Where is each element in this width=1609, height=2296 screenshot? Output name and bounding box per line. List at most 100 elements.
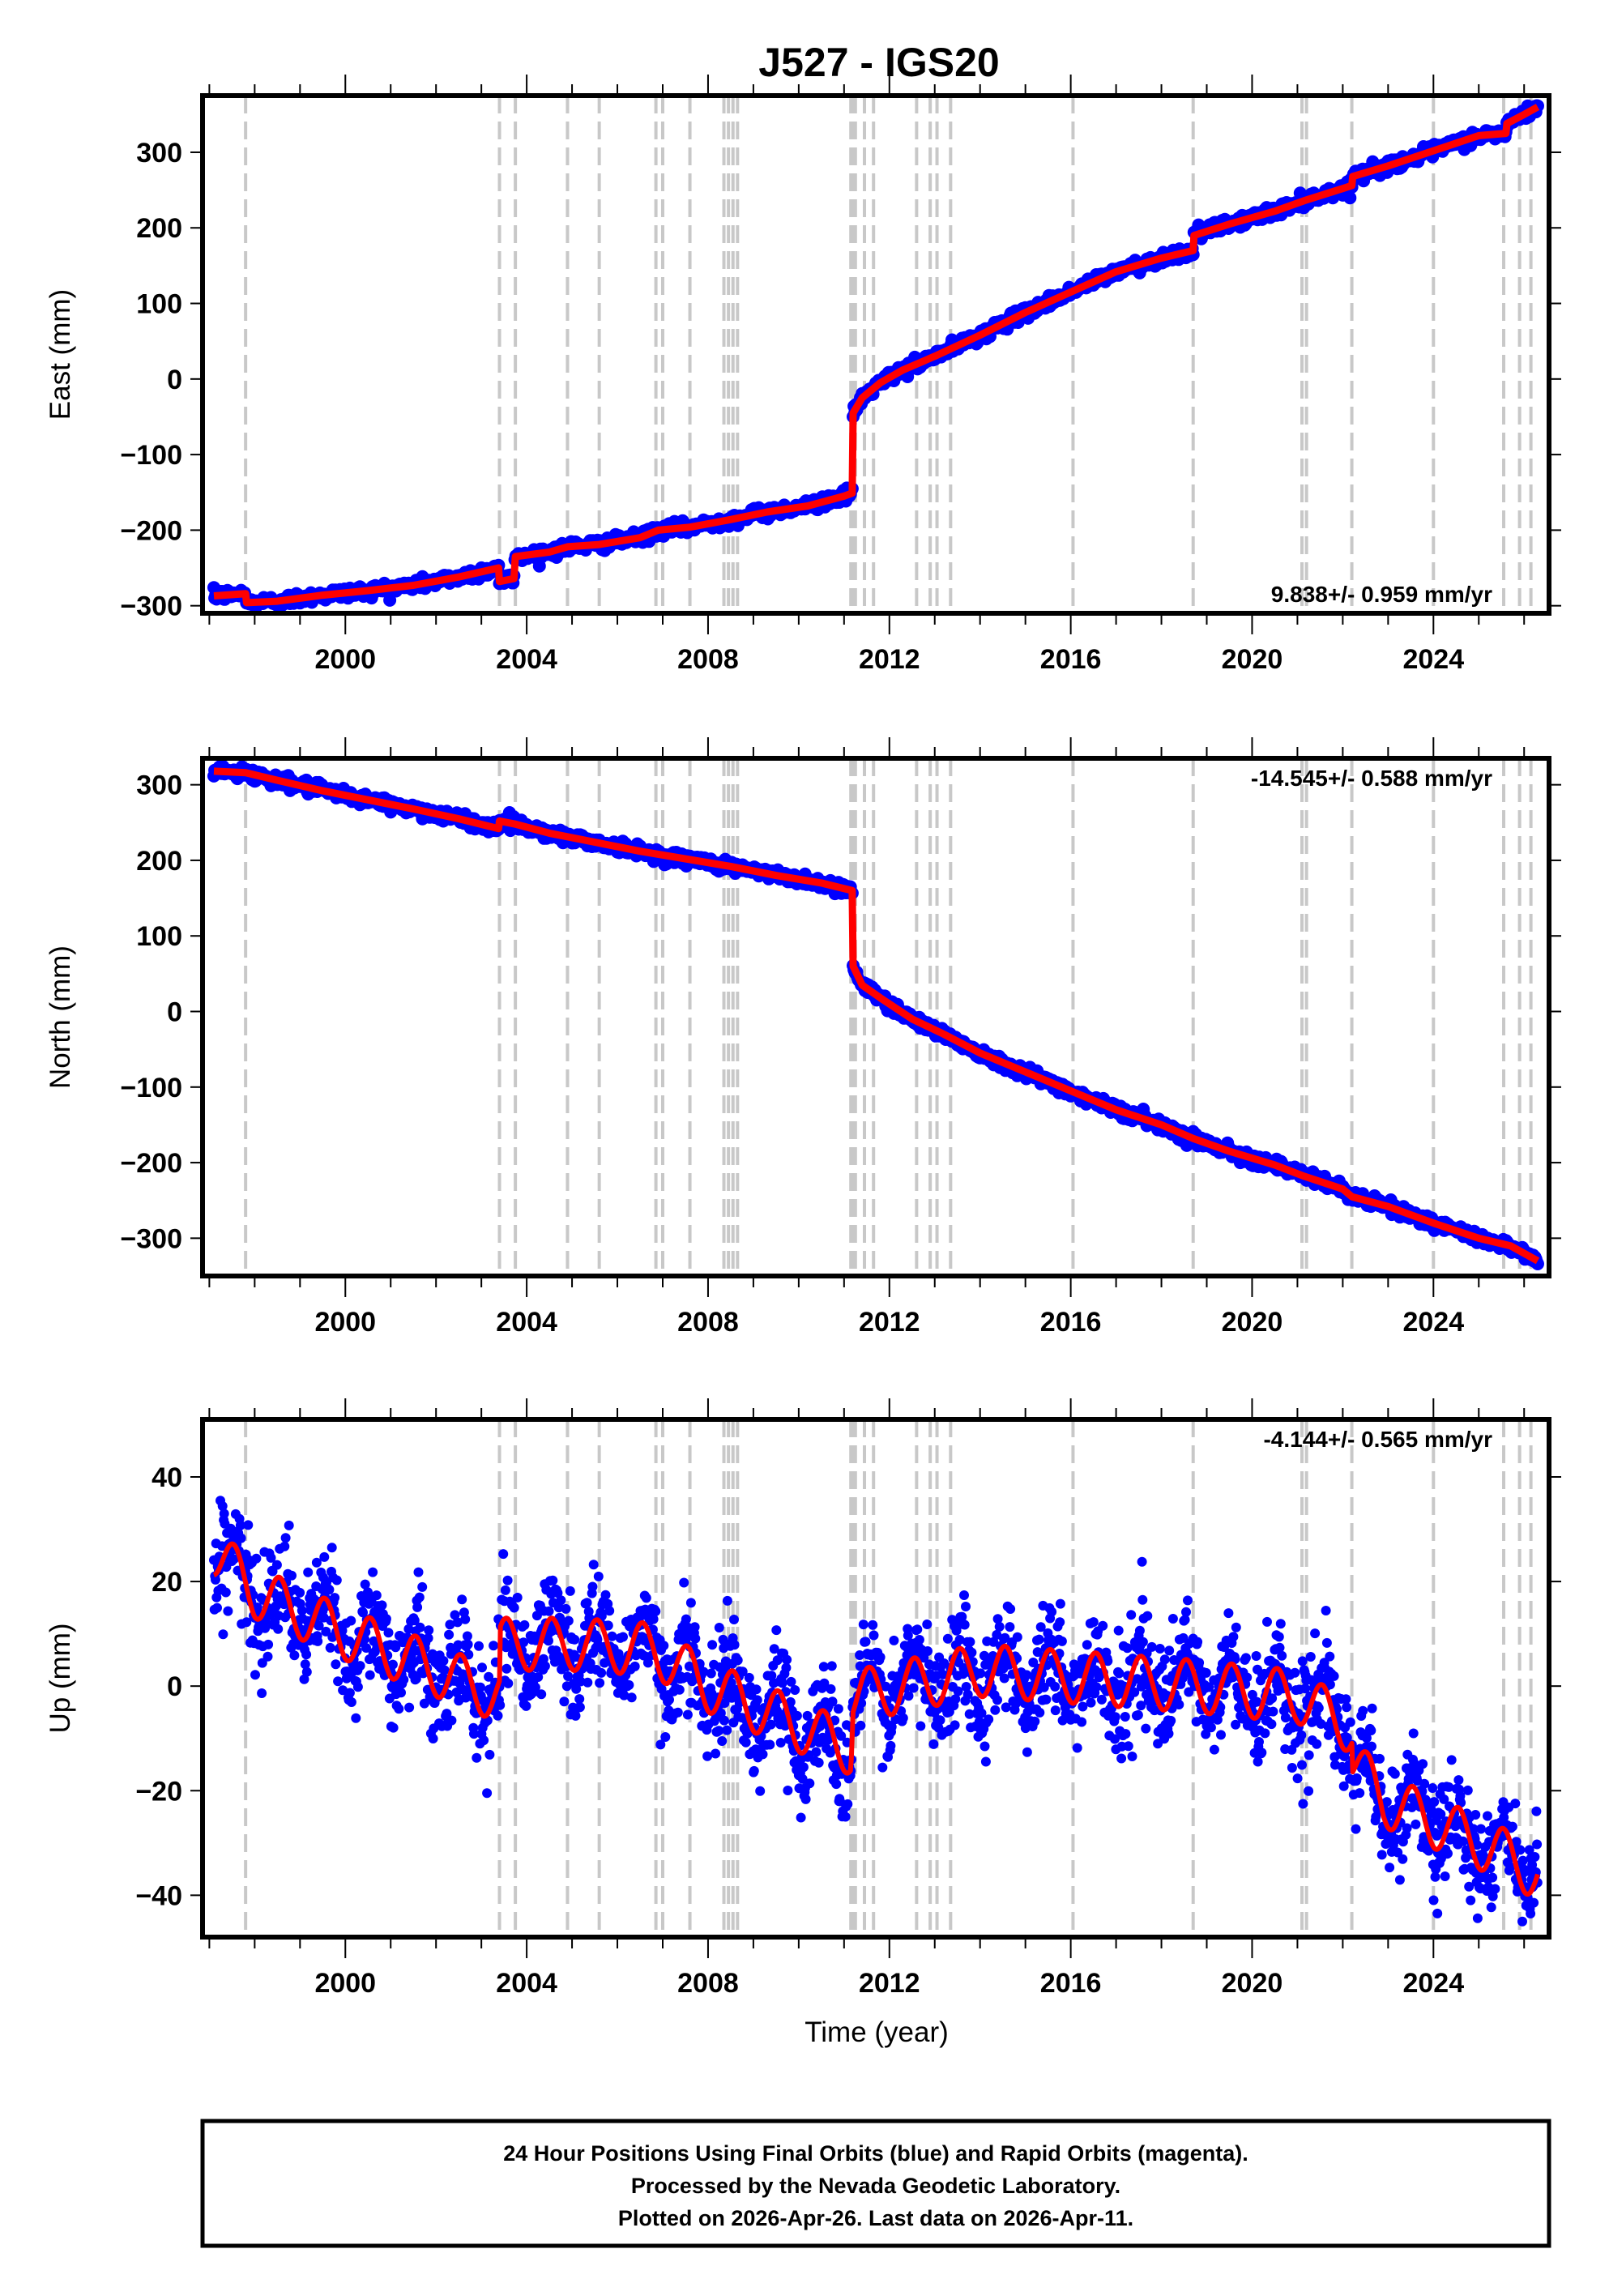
y-tick-label: 100 (136, 289, 182, 320)
data-point (959, 1590, 969, 1600)
data-point (319, 1551, 330, 1562)
data-point (1110, 1734, 1120, 1744)
data-point (961, 1682, 971, 1692)
data-point (796, 1812, 806, 1823)
data-point (604, 1606, 615, 1616)
data-point (877, 1762, 888, 1773)
data-point (1174, 1700, 1184, 1709)
data-point (732, 1655, 743, 1666)
data-point (593, 1571, 604, 1581)
data-point (618, 1632, 628, 1642)
data-point (999, 1673, 1009, 1684)
data-point (1047, 1607, 1057, 1617)
data-point (964, 1709, 975, 1719)
data-point (1022, 1670, 1032, 1680)
data-point (684, 1661, 694, 1671)
data-point (301, 1649, 312, 1660)
data-point (217, 1501, 228, 1511)
data-point (501, 1663, 512, 1674)
data-point (855, 1650, 865, 1660)
data-point (979, 1741, 990, 1752)
data-point (521, 1701, 531, 1711)
data-point (619, 1690, 630, 1701)
data-point (295, 1587, 305, 1598)
data-point (648, 1614, 659, 1624)
data-point (519, 1620, 530, 1630)
data-point (765, 1739, 775, 1750)
y-tick-label: 200 (136, 213, 182, 244)
data-point (790, 1685, 800, 1695)
data-point (444, 1629, 455, 1640)
data-point (387, 1659, 398, 1670)
data-point (325, 1642, 335, 1653)
data-point (792, 1710, 802, 1721)
data-point (411, 1674, 421, 1684)
data-point (689, 1622, 700, 1632)
data-point (664, 1695, 674, 1705)
data-point (826, 1684, 836, 1694)
data-point (211, 1574, 220, 1585)
data-point (1005, 1604, 1016, 1614)
data-point (595, 1678, 605, 1688)
data-point (223, 1606, 233, 1616)
data-point (228, 1554, 239, 1564)
data-point (519, 1637, 529, 1648)
x-tick-label: 2012 (859, 644, 920, 675)
data-point (1005, 1622, 1015, 1632)
data-point (831, 1779, 842, 1790)
data-point (714, 1726, 724, 1736)
data-point (737, 1667, 748, 1677)
data-point (477, 1662, 487, 1673)
data-point (588, 1560, 599, 1570)
data-point (250, 1670, 260, 1680)
y-tick-label: −200 (120, 515, 182, 546)
data-point (1055, 1617, 1065, 1628)
data-point (681, 1614, 691, 1624)
data-point (559, 1696, 570, 1707)
plot-frame (200, 93, 1551, 616)
data-point (875, 1652, 886, 1662)
data-point (262, 1651, 273, 1662)
data-point (1133, 1709, 1143, 1720)
data-point (706, 1668, 716, 1679)
data-point (954, 1635, 965, 1645)
x-tick-label: 2004 (496, 1307, 557, 1338)
data-point (219, 1509, 229, 1519)
data-point (346, 1615, 356, 1626)
data-point (330, 1593, 340, 1603)
data-point (355, 1661, 365, 1671)
data-point (1114, 1668, 1125, 1679)
data-point (297, 1606, 307, 1615)
data-point (923, 1646, 933, 1656)
data-point (869, 1630, 879, 1641)
y-tick-label: −100 (120, 440, 182, 471)
data-point (1134, 1625, 1145, 1636)
data-point (287, 1570, 297, 1581)
data-point (303, 1567, 314, 1577)
data-point (263, 1639, 274, 1649)
data-point (1159, 1654, 1170, 1665)
data-point (800, 1794, 811, 1804)
data-point (1050, 1681, 1061, 1692)
data-point (417, 1581, 428, 1592)
data-point (827, 1696, 838, 1707)
data-point (415, 1622, 425, 1632)
data-point (413, 1567, 424, 1577)
data-point (311, 1557, 322, 1568)
data-point (771, 1625, 782, 1636)
data-point (469, 1729, 479, 1739)
data-point (236, 1533, 246, 1543)
data-point (777, 1678, 787, 1688)
data-point (886, 1740, 896, 1751)
data-point (457, 1594, 467, 1605)
data-point (1088, 1617, 1099, 1628)
data-point (1050, 1705, 1061, 1716)
data-point (544, 1606, 554, 1616)
data-point (503, 1678, 514, 1688)
data-point (1113, 1625, 1124, 1636)
data-point (719, 1698, 730, 1708)
data-point (344, 1688, 355, 1698)
data-point (641, 1593, 651, 1603)
